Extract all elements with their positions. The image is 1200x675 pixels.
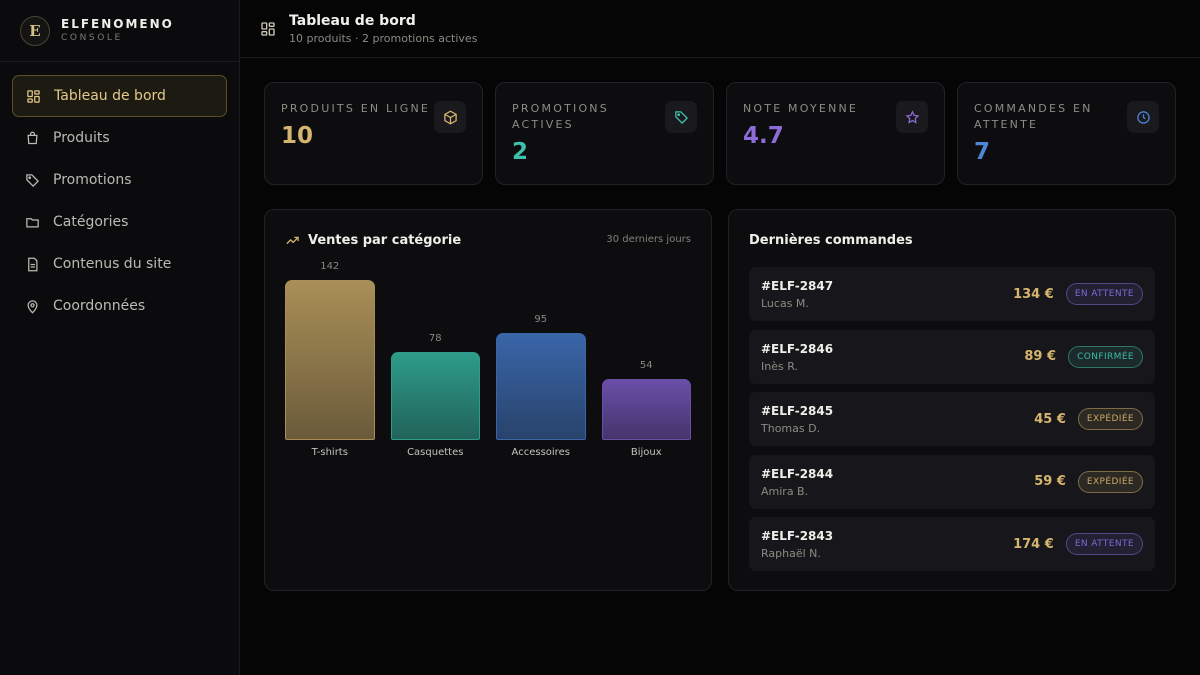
sidebar-item-categories[interactable]: Catégories — [12, 201, 227, 243]
panel-title: Ventes par catégorie — [285, 233, 461, 248]
shopping-bag-icon — [24, 130, 40, 146]
status-badge: En attente — [1065, 283, 1143, 305]
order-row[interactable]: #ELF-2845 Thomas D. 45 € Expédiée — [749, 392, 1155, 446]
sidebar-item-label: Tableau de bord — [54, 88, 166, 104]
clock-icon — [1127, 101, 1159, 133]
stat-value: 7 — [974, 139, 991, 165]
recent-orders-panel: Dernières commandes #ELF-2847 Lucas M. 134… — [728, 209, 1176, 591]
file-text-icon — [24, 256, 40, 272]
bar-column: 78 Casquettes — [390, 260, 480, 470]
sales-panel-title: Ventes par catégorie — [308, 233, 462, 248]
page-title: Tableau de bord — [289, 12, 416, 29]
bar-category-label: Bijoux — [630, 447, 662, 458]
bar-value-label: 142 — [320, 261, 340, 272]
bar[interactable] — [496, 332, 586, 440]
brand-name: ELFENOMENO — [61, 17, 174, 31]
sidebar-nav: Tableau de bord Produits Promotions Caté… — [12, 75, 227, 327]
order-customer: Thomas D. — [761, 422, 821, 435]
sidebar-item-promotions[interactable]: Promotions — [12, 159, 227, 201]
stat-card-average-rating: Note moyenne 4.7 — [726, 82, 945, 185]
sidebar-item-products[interactable]: Produits — [12, 117, 227, 159]
page-header: Tableau de bord 10 produits · 2 promotio… — [240, 0, 1200, 58]
order-row[interactable]: #ELF-2847 Lucas M. 134 € En attente — [749, 267, 1155, 321]
order-price: 89 € — [1024, 349, 1057, 364]
bar-category-label: Accessoires — [511, 447, 570, 458]
order-id: #ELF-2843 — [761, 529, 834, 543]
order-customer: Lucas M. — [761, 297, 809, 310]
bar-column: 142 T-shirts — [285, 260, 375, 470]
sidebar-item-label: Produits — [53, 130, 110, 146]
bar[interactable] — [601, 379, 691, 440]
package-icon — [434, 101, 466, 133]
sidebar-item-dashboard[interactable]: Tableau de bord — [12, 75, 227, 117]
order-price: 45 € — [1034, 411, 1066, 427]
order-id: #ELF-2846 — [761, 341, 834, 356]
stat-card-active-promotions: Promotions actives 2 — [495, 82, 714, 185]
sales-bar-chart: 142 T-shirts 78 Casquettes 95 Accessoires 54 Bi… — [285, 260, 691, 470]
orders-panel-title: Dernières commandes — [749, 233, 913, 248]
sidebar-item-contact-details[interactable]: Coordonnées — [12, 285, 227, 327]
stat-card-pending-orders: Commandes en attente 7 — [957, 82, 1176, 185]
map-pin-icon — [24, 298, 40, 314]
bar[interactable] — [285, 280, 375, 440]
stat-label: Commandes en attente — [974, 102, 1093, 131]
order-price: 174 € — [1013, 536, 1054, 552]
order-row[interactable]: #ELF-2843 Raphaël N. 174 € En attente — [749, 517, 1155, 571]
order-price: 59 € — [1034, 474, 1066, 489]
bar-value-label: 78 — [428, 333, 442, 345]
stat-label: Promotions actives — [512, 102, 609, 131]
grid-icon — [260, 21, 276, 37]
sales-period: 30 derniers jours — [606, 234, 691, 245]
sidebar-item-label: Contenus du site — [53, 256, 172, 272]
tag-icon — [24, 172, 40, 188]
sidebar-item-label: Catégories — [53, 214, 129, 230]
grid-icon — [25, 88, 41, 104]
stat-label: Note moyenne — [743, 102, 859, 115]
order-id: #ELF-2844 — [761, 466, 834, 481]
sidebar: E ELFENOMENO CONSOLE Tableau de bord Pro… — [0, 0, 240, 675]
star-icon — [896, 101, 928, 133]
sidebar-item-site-content[interactable]: Contenus du site — [12, 243, 227, 285]
stat-label: Produits en ligne — [281, 102, 431, 115]
status-badge: En attente — [1065, 533, 1143, 555]
stat-value: 10 — [281, 123, 314, 149]
bar-category-label: Casquettes — [407, 447, 464, 458]
order-customer: Amira B. — [761, 484, 809, 498]
sales-by-category-panel: Ventes par catégorie 30 derniers jours 1… — [264, 209, 712, 591]
sidebar-item-label: Promotions — [53, 172, 132, 188]
brand-subtitle: CONSOLE — [61, 33, 123, 43]
sidebar-item-label: Coordonnées — [53, 298, 146, 314]
stat-card-products-online: Produits en ligne 10 — [264, 82, 483, 185]
bar-value-label: 54 — [639, 360, 653, 372]
page-subtitle: 10 produits · 2 promotions actives — [289, 31, 478, 45]
tag-icon — [665, 101, 697, 133]
status-badge: Expédiée — [1077, 470, 1143, 493]
stat-value: 4.7 — [743, 123, 784, 149]
brand-logo: E — [20, 15, 50, 46]
trending-up-icon — [285, 233, 300, 248]
bar[interactable] — [390, 352, 480, 440]
stat-value: 2 — [512, 139, 529, 165]
bar-category-label: T-shirts — [311, 447, 348, 458]
order-row[interactable]: #ELF-2846 Inès R. 89 € Confirmée — [749, 329, 1155, 384]
order-customer: Raphaël N. — [761, 547, 821, 560]
order-id: #ELF-2847 — [761, 279, 834, 293]
order-price: 134 € — [1013, 286, 1054, 302]
brand[interactable]: E ELFENOMENO CONSOLE — [0, 0, 239, 62]
status-badge: Expédiée — [1077, 408, 1143, 430]
order-row[interactable]: #ELF-2844 Amira B. 59 € Expédiée — [749, 454, 1155, 509]
bar-value-label: 95 — [534, 313, 548, 325]
order-id: #ELF-2845 — [761, 404, 834, 418]
order-customer: Inès R. — [761, 359, 798, 373]
status-badge: Confirmée — [1068, 345, 1143, 368]
bar-column: 95 Accessoires — [496, 260, 586, 470]
folder-icon — [24, 214, 40, 230]
bar-column: 54 Bijoux — [601, 260, 691, 470]
